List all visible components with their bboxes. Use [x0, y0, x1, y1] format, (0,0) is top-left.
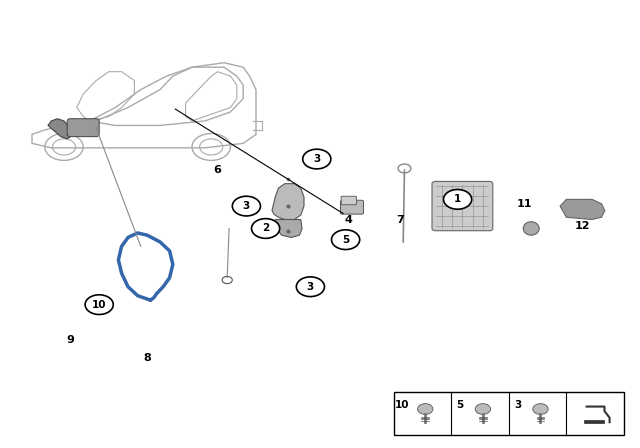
FancyBboxPatch shape	[340, 200, 364, 214]
Polygon shape	[272, 184, 304, 220]
Text: 11: 11	[517, 199, 532, 209]
Circle shape	[475, 404, 491, 414]
Circle shape	[444, 190, 472, 209]
Polygon shape	[560, 199, 605, 220]
FancyBboxPatch shape	[341, 196, 356, 205]
FancyBboxPatch shape	[67, 119, 99, 137]
Text: 10: 10	[92, 300, 106, 310]
Circle shape	[252, 219, 280, 238]
Ellipse shape	[523, 222, 539, 235]
Text: 9: 9	[67, 336, 74, 345]
Text: 172338: 172338	[556, 428, 590, 437]
Circle shape	[296, 277, 324, 297]
Text: 3: 3	[313, 154, 321, 164]
Bar	[584, 420, 605, 423]
Circle shape	[303, 149, 331, 169]
Bar	[394, 392, 624, 435]
Polygon shape	[275, 220, 302, 237]
Text: 7: 7	[396, 215, 404, 224]
Circle shape	[85, 295, 113, 314]
Text: 5: 5	[456, 400, 463, 410]
Text: 3: 3	[514, 400, 521, 410]
Polygon shape	[48, 119, 72, 139]
Circle shape	[532, 404, 548, 414]
Text: 6: 6	[214, 165, 221, 175]
Circle shape	[232, 196, 260, 216]
Text: 8: 8	[143, 353, 151, 363]
Text: 2: 2	[262, 224, 269, 233]
Circle shape	[417, 404, 433, 414]
Text: 10: 10	[395, 400, 410, 410]
Text: 3: 3	[243, 201, 250, 211]
Text: 4: 4	[345, 215, 353, 224]
Text: 3: 3	[307, 282, 314, 292]
Text: 5: 5	[342, 235, 349, 245]
Circle shape	[332, 230, 360, 250]
Text: 12: 12	[575, 221, 590, 231]
FancyBboxPatch shape	[432, 181, 493, 231]
Text: 1: 1	[454, 194, 461, 204]
